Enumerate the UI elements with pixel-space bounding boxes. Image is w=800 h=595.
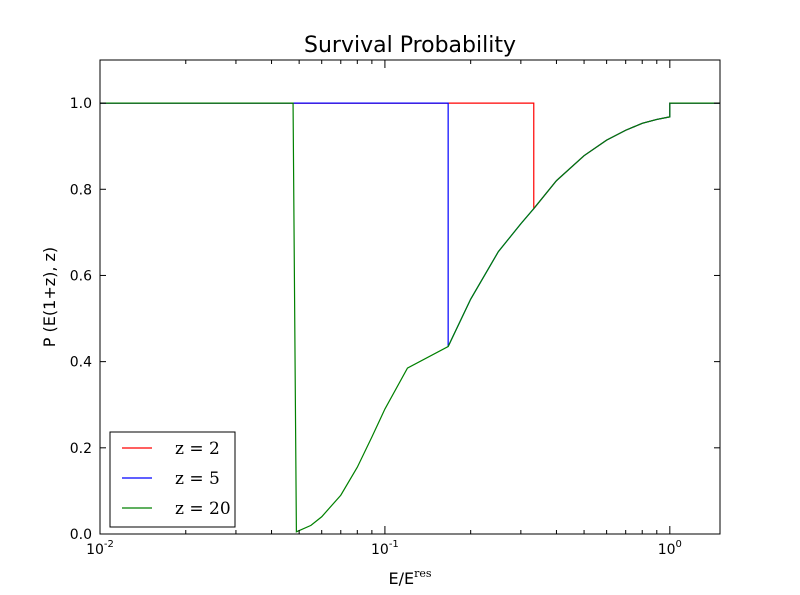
x-axis-label-superscript: res [414,567,432,580]
plot-area-frame [99,59,721,535]
series-line-z=20 [100,102,720,533]
x-tick-label-exponent: -2 [104,539,114,550]
chart-title: Survival Probability [304,33,516,58]
legend: z = 2 z = 5 z = 20 [109,431,236,528]
legend-label-z=20: z = 20 [175,499,231,519]
series-line-z=2 [100,102,720,211]
legend-label-z=5: z = 5 [175,469,220,489]
x-tick-label: 100 [658,539,682,558]
x-tick-label-base: 10 [658,542,676,558]
axis-ticks: 0.00.20.40.60.81.010-2 10-1 100 [70,60,720,558]
x-tick-label: 10-2 [86,539,114,558]
x-tick-label-exponent: 0 [676,539,682,550]
y-tick-label: 0.6 [70,268,92,284]
x-tick-label-base: 10 [86,542,104,558]
x-tick-label-exponent: -1 [389,539,399,550]
y-tick-label: 0.2 [70,441,92,457]
series-line-z=5 [100,102,720,347]
y-tick-label: 0.4 [70,355,92,371]
x-axis-label: E/Eres [388,567,431,588]
legend-box [109,431,236,528]
y-tick-label: 1.0 [70,96,92,112]
y-axis-label: P (E(1+z), z) [40,247,59,347]
x-tick-label: 10-1 [371,539,399,558]
x-tick-label-base: 10 [371,542,389,558]
legend-label-z=2: z = 2 [175,439,220,459]
plot-lines [100,102,720,533]
x-axis-label-main: E/E [388,569,414,588]
y-tick-label: 0.0 [70,527,92,543]
y-tick-label: 0.8 [70,182,92,198]
